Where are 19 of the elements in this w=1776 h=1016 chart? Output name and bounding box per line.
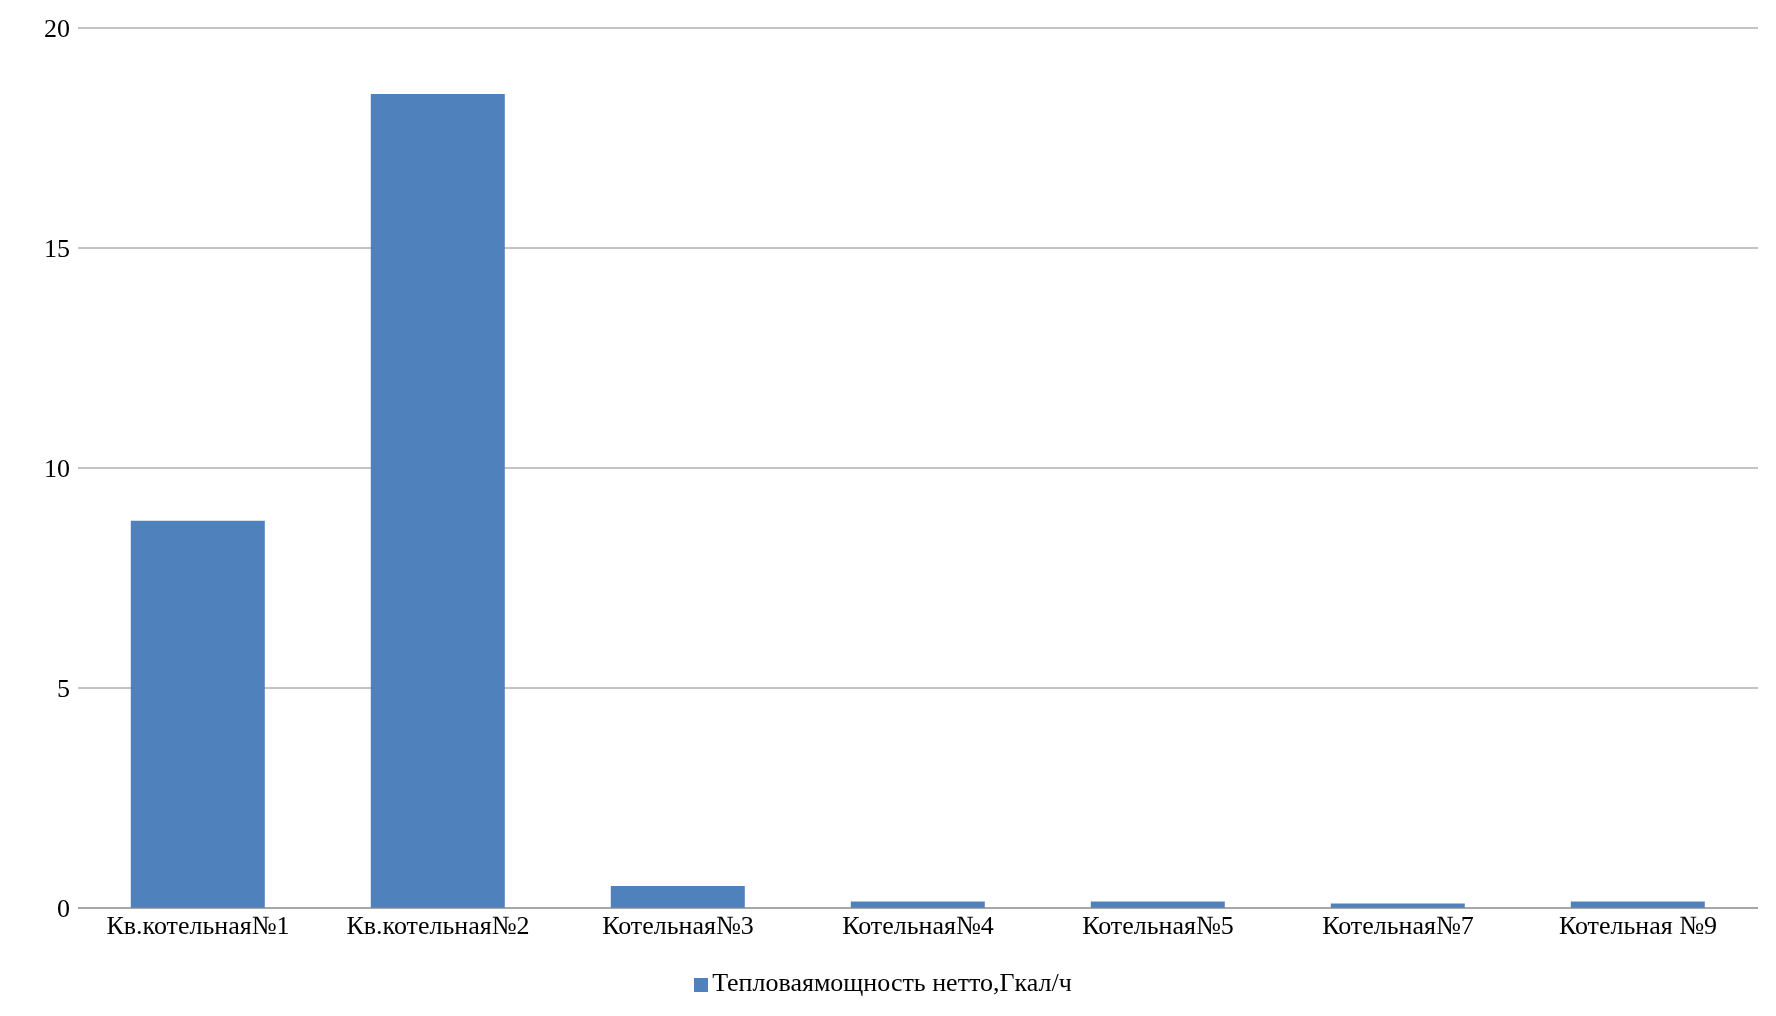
x-tick-label: Котельная№3 <box>602 911 754 941</box>
y-tick-label: 0 <box>57 894 70 924</box>
y-tick-label: 15 <box>44 234 70 264</box>
bar <box>1090 901 1225 908</box>
x-tick-label: Кв.котельная№1 <box>106 911 290 941</box>
bar <box>610 886 745 908</box>
x-tick-label: Котельная№5 <box>1082 911 1234 941</box>
legend-label: Тепловаямощность нетто,Гкал/ч <box>712 968 1072 997</box>
x-tick-label: Котельная№7 <box>1322 911 1474 941</box>
bar <box>1570 901 1705 908</box>
x-tick-label: Кв.котельная№2 <box>346 911 530 941</box>
x-tick-label: Котельная№4 <box>842 911 994 941</box>
y-tick-label: 10 <box>44 454 70 484</box>
x-tick-label: Котельная №9 <box>1558 911 1718 941</box>
bar <box>130 520 265 908</box>
bar <box>850 901 985 908</box>
y-tick-label: 5 <box>57 674 70 704</box>
bar <box>370 94 505 908</box>
y-tick-label: 20 <box>44 14 70 44</box>
